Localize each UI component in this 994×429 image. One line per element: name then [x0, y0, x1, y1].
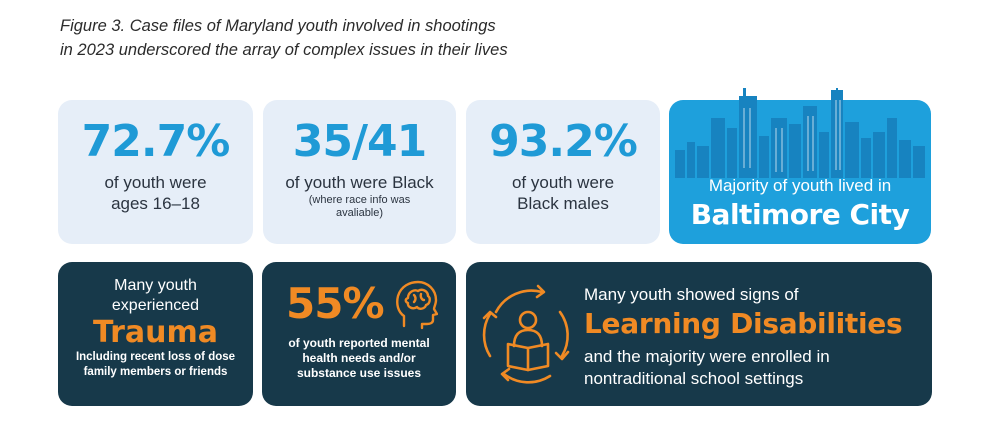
- stat-label-line-2: Black males: [517, 194, 609, 213]
- mental-health-value: 55%: [286, 279, 385, 328]
- mental-health-card: 55% of youth reported mental health need…: [262, 262, 456, 406]
- stat-value: 35/41: [292, 116, 428, 167]
- stat-value: 72.7%: [81, 116, 231, 167]
- skyline-icon: [675, 88, 925, 178]
- stat-note-line-1: (where race info was: [308, 194, 411, 206]
- learning-line-1: Many youth showed signs of: [584, 285, 799, 304]
- learning-line-2: and the majority were enrolled in: [584, 347, 830, 366]
- learning-headline: Learning Disabilities: [584, 307, 903, 340]
- stat-card-black-males: 93.2% of youth were Black males: [466, 100, 660, 244]
- stat-note-line-2: avaliable): [335, 207, 384, 219]
- learning-line-3: nontraditional school settings: [584, 369, 804, 388]
- caption-line-1: Figure 3. Case files of Maryland youth i…: [60, 17, 496, 35]
- trauma-card: Many youth experienced Trauma Including …: [58, 262, 253, 406]
- stat-label-line-1: of youth were Black: [285, 173, 434, 192]
- reader-cycle-icon: [482, 284, 570, 384]
- brain-head-icon: [396, 280, 438, 330]
- baltimore-card: Majority of youth lived in Baltimore Cit…: [669, 88, 931, 244]
- mental-health-line-3: substance use issues: [296, 366, 422, 380]
- baltimore-headline: Baltimore City: [690, 198, 910, 231]
- mental-health-line-2: health needs and/or: [302, 351, 416, 365]
- stat-value: 93.2%: [489, 116, 638, 167]
- trauma-line-1: Many youth: [114, 277, 197, 294]
- stat-card-race: 35/41 of youth were Black (where race in…: [263, 100, 456, 244]
- stat-card-age: 72.7% of youth were ages 16–18: [58, 100, 253, 244]
- trauma-detail-2: family members or friends: [83, 366, 228, 378]
- stat-label-line-1: of youth were: [104, 173, 207, 192]
- trauma-line-2: experienced: [111, 297, 200, 314]
- trauma-detail-1: Including recent loss of dose: [75, 351, 236, 363]
- trauma-headline: Trauma: [92, 315, 219, 350]
- learning-disabilities-card: Many youth showed signs of Learning Disa…: [466, 262, 932, 406]
- stat-label-line-1: of youth were: [511, 173, 615, 192]
- mental-health-line-1: of youth reported mental: [288, 336, 430, 350]
- stat-label-line-2: ages 16–18: [111, 194, 200, 213]
- figure-caption: Figure 3. Case files of Maryland youth i…: [60, 14, 508, 62]
- caption-line-2: in 2023 underscored the array of complex…: [60, 41, 508, 59]
- baltimore-line-1: Majority of youth lived in: [708, 176, 892, 195]
